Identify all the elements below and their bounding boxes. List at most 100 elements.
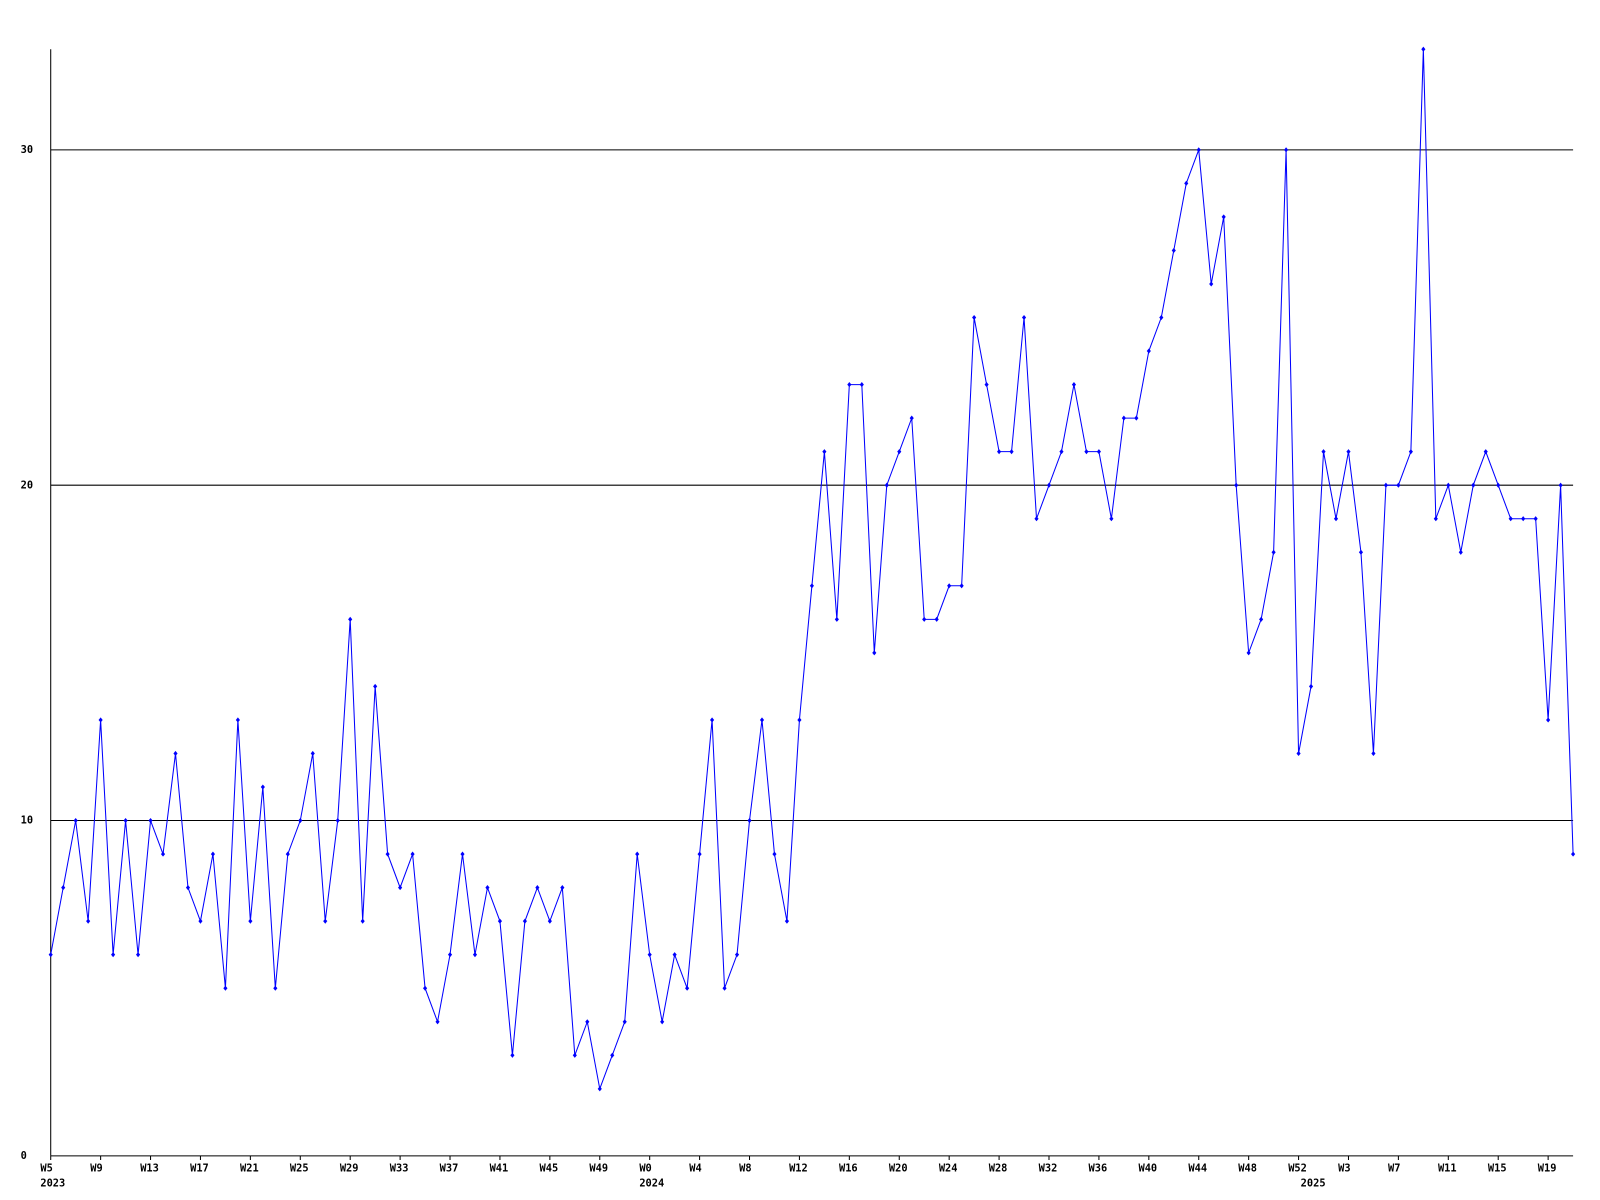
x-tick-label: W33 [390,1162,409,1174]
data-point [410,851,415,857]
data-point [734,952,740,958]
data-point [135,952,141,958]
data-point [1321,449,1326,455]
data-point [223,985,228,991]
data-point [1071,382,1077,388]
data-point [1096,449,1101,455]
data-point [1034,516,1039,522]
data-point [647,952,652,958]
data-point [1446,482,1451,488]
data-point [1346,449,1351,455]
x-tick-label: W48 [1238,1162,1257,1174]
x-tick-label: W3 [1338,1162,1350,1174]
data-point [1171,247,1176,254]
data-point [847,382,852,388]
data-point [1284,147,1289,153]
data-point [1196,147,1201,153]
x-tick-label: W45 [540,1162,559,1174]
data-point [597,1086,602,1092]
data-point [1371,750,1376,757]
x-tick-label: W32 [1039,1162,1058,1174]
data-point [335,817,340,824]
data-point [809,583,814,589]
x-tick-label: W24 [939,1162,958,1174]
data-point [1259,616,1264,622]
y-tick-label: 0 [21,1150,27,1162]
x-tick-label: W28 [989,1162,1008,1174]
data-point [859,382,864,388]
x-tick-label: W9 [90,1162,102,1174]
data-point [610,1052,615,1058]
data-point [1146,348,1151,354]
data-point [922,616,927,622]
year-label: 2024 [639,1178,664,1190]
x-tick-label: W49 [589,1162,608,1174]
data-point [1308,683,1314,689]
data-point [1546,717,1551,723]
data-point [622,1019,627,1025]
data-point [61,885,66,891]
data-point [697,851,702,857]
data-point [98,717,103,723]
x-tick-label: W52 [1288,1162,1307,1174]
data-point [472,952,478,958]
data-point [1134,415,1139,421]
data-point [148,817,153,824]
data-point [959,583,964,589]
data-point [1458,549,1463,555]
data-point [323,918,328,924]
data-point [997,449,1002,455]
data-point [210,851,216,857]
data-point [1433,516,1438,522]
data-point [635,851,640,857]
data-point [348,616,353,622]
data-point [1209,281,1214,287]
data-point [510,1052,515,1058]
x-tick-label: W20 [889,1162,908,1174]
data-point [260,784,265,790]
x-tick-label: W29 [340,1162,359,1174]
data-point [772,851,777,857]
data-point [273,985,278,991]
x-tick-label: W36 [1089,1162,1108,1174]
data-point [1046,482,1052,488]
data-point [48,952,53,958]
data-point [173,750,178,757]
x-tick-label: W17 [190,1162,209,1174]
y-tick-label: 30 [21,144,33,156]
data-point [285,851,290,857]
data-point [1558,482,1563,488]
data-point [1471,482,1476,488]
data-point [1333,516,1339,522]
data-point [572,1052,577,1058]
data-point [1508,516,1513,522]
data-point [759,717,765,723]
data-point [710,717,715,723]
x-tick-label: W4 [689,1162,701,1174]
data-point [111,952,116,958]
data-point [398,885,403,891]
data-point [1496,482,1501,488]
data-point [235,717,240,723]
data-point [685,985,690,991]
data-point [198,918,203,924]
data-point [909,415,914,421]
data-point [897,449,902,455]
data-point [834,616,839,622]
data-point [585,1019,590,1025]
x-tick-label: W19 [1538,1162,1557,1174]
data-point [535,885,540,891]
data-point [1271,549,1276,555]
data-point [560,885,565,891]
year-label: 2023 [40,1178,65,1190]
data-point [160,851,166,857]
data-point [435,1019,440,1025]
data-point [1296,750,1301,757]
data-point [784,918,790,924]
data-point [1059,449,1064,455]
x-tick-label: W5 [40,1162,52,1174]
y-tick-label: 20 [21,479,33,491]
data-point [797,717,802,723]
